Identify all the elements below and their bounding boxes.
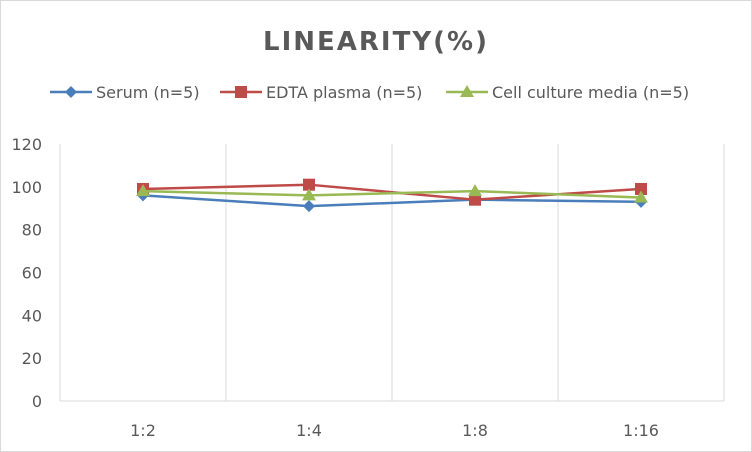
legend-label: Cell culture media (n=5) [492, 83, 689, 102]
x-tick-label: 1:16 [623, 421, 659, 440]
data-point [303, 200, 315, 213]
series-line [142, 189, 642, 199]
axes: 0 20 40 60 80 100 120 1:2 1:4 1:8 1:16 [11, 135, 724, 440]
data-point [468, 184, 482, 197]
y-tick-label: 40 [22, 306, 42, 325]
legend: Serum (n=5) EDTA plasma (n=5) Cell culture… [50, 83, 689, 102]
y-tick-label: 60 [22, 264, 42, 283]
series-group [136, 178, 648, 213]
legend-label: EDTA plasma (n=5) [266, 83, 422, 102]
data-point [303, 178, 315, 191]
series-2 [136, 184, 648, 203]
data-point [634, 190, 648, 203]
grid [59, 144, 725, 401]
legend-item: Serum (n=5) [50, 83, 200, 102]
series-line [142, 194, 642, 208]
y-tick-label: 120 [11, 135, 42, 154]
legend-item: Cell culture media (n=5) [446, 83, 689, 102]
data-point [635, 182, 647, 195]
chart-title: LINEARITY(%) [263, 27, 489, 57]
legend-item: EDTA plasma (n=5) [220, 83, 422, 102]
legend-marker [65, 86, 77, 98]
data-point [469, 193, 481, 206]
y-tick-label: 20 [22, 349, 42, 368]
legend-marker [460, 85, 474, 97]
data-point [302, 188, 316, 201]
y-tick-label: 100 [11, 178, 42, 197]
data-point [136, 184, 150, 197]
legend-marker [235, 86, 247, 98]
x-tick-label: 1:8 [462, 421, 488, 440]
y-tick-label: 0 [32, 392, 42, 411]
legend-label: Serum (n=5) [96, 83, 200, 102]
x-tick-label: 1:4 [296, 421, 322, 440]
y-tick-label: 80 [22, 221, 42, 240]
x-tick-label: 1:2 [130, 421, 156, 440]
